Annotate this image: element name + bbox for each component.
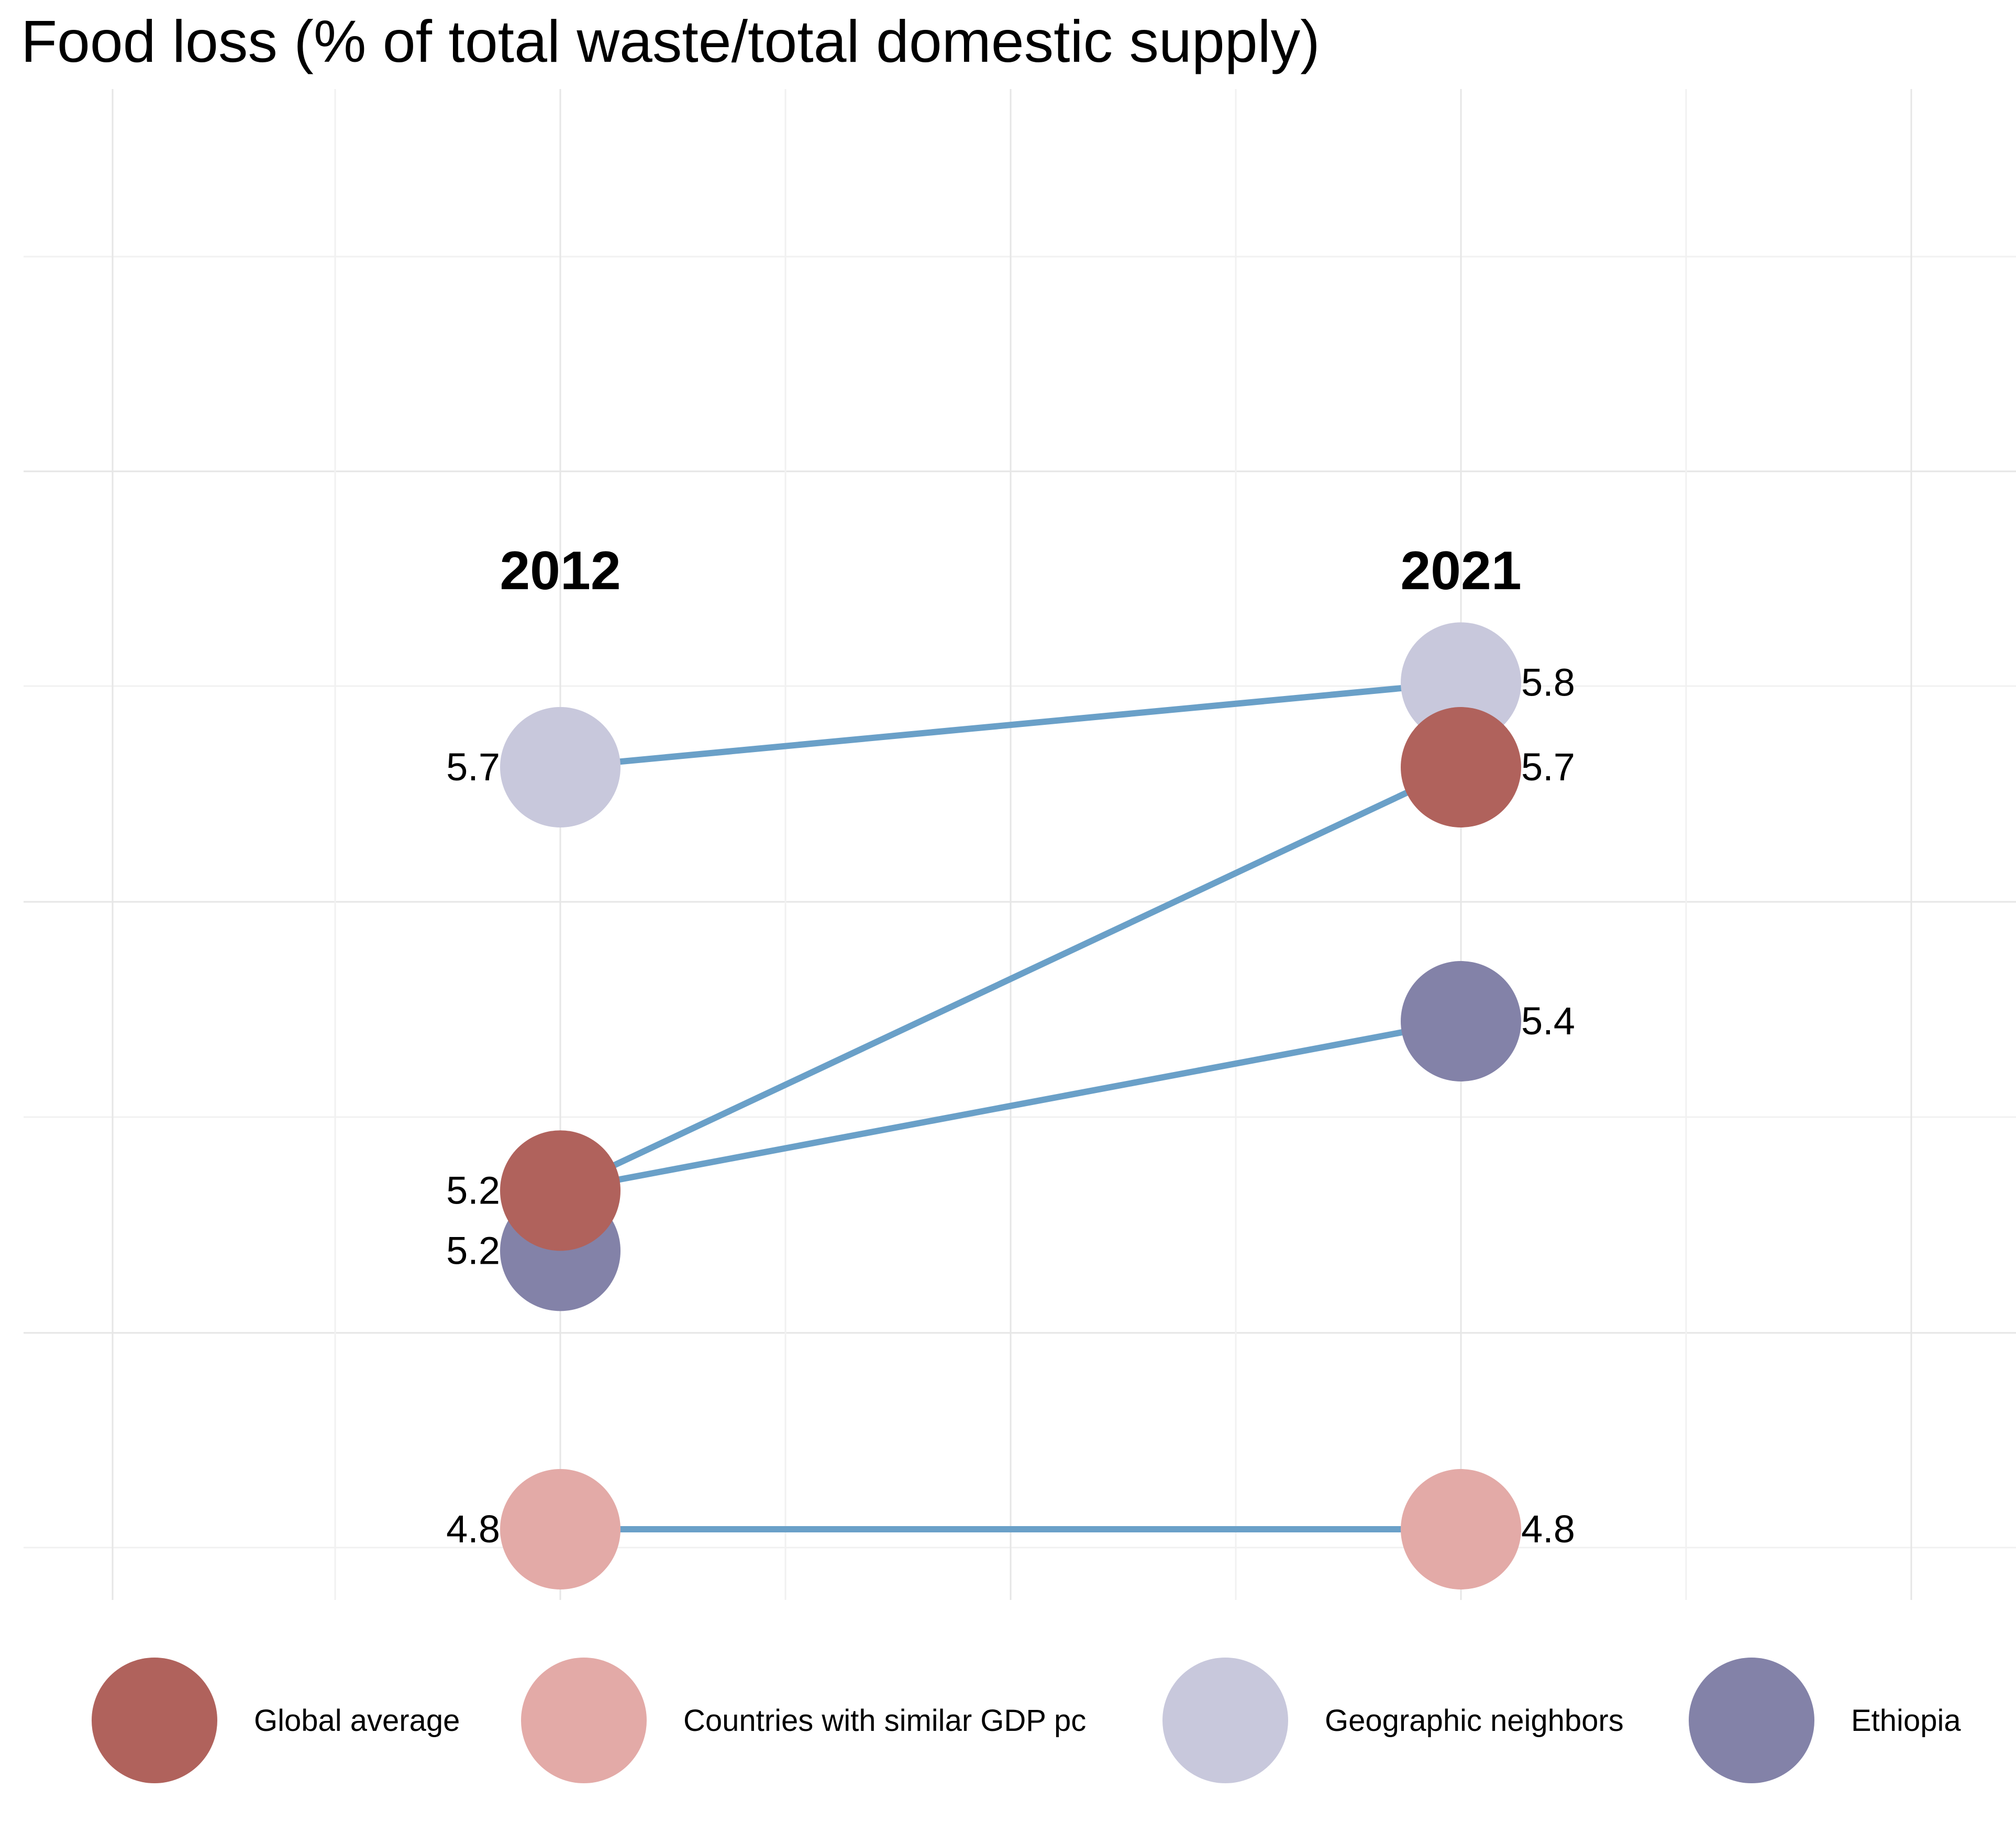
data-label: 5.4 xyxy=(1521,999,1575,1043)
legend-swatch xyxy=(92,1658,217,1783)
series-lines xyxy=(557,679,1464,1532)
data-label: 4.8 xyxy=(446,1507,500,1551)
data-label: 4.8 xyxy=(1521,1507,1575,1551)
legend-label: Geographic neighbors xyxy=(1325,1703,1624,1738)
data-points xyxy=(500,622,1521,1589)
legend-item: Global average xyxy=(92,1655,460,1786)
data-label: 5.8 xyxy=(1521,660,1575,704)
legend-label: Global average xyxy=(254,1703,460,1738)
data-point xyxy=(1401,707,1521,827)
data-point xyxy=(1401,1469,1521,1589)
data-label: 5.7 xyxy=(1521,745,1575,789)
series-line xyxy=(557,679,1464,770)
series-line xyxy=(557,764,1464,1194)
data-label: 5.2 xyxy=(446,1229,500,1272)
data-point xyxy=(1401,961,1521,1081)
legend-label: Ethiopia xyxy=(1851,1703,1961,1738)
series-line xyxy=(557,1018,1464,1194)
chart-title: Food loss (% of total waste/total domest… xyxy=(21,8,1320,74)
data-point xyxy=(500,707,621,827)
data-point xyxy=(1401,622,1521,743)
legend-label: Countries with similar GDP pc xyxy=(683,1703,1087,1738)
year-labels: 2012 2021 xyxy=(500,540,1521,601)
gridlines xyxy=(24,89,2016,1600)
legend-swatch xyxy=(1162,1658,1288,1783)
data-labels: 5.2 5.7 4.8 4.8 5.7 5.8 5.2 5.4 xyxy=(446,660,1575,1551)
legend-swatch xyxy=(521,1658,647,1783)
legend-item: Geographic neighbors xyxy=(1162,1655,1624,1786)
legend: Global average Countries with similar GDP… xyxy=(0,1655,2016,1791)
legend-item: Countries with similar GDP pc xyxy=(521,1655,1086,1786)
legend-item: Ethiopia xyxy=(1689,1655,1961,1786)
year-label: 2021 xyxy=(1400,540,1521,601)
data-point xyxy=(500,1130,621,1251)
data-point xyxy=(500,1469,621,1589)
legend-swatch xyxy=(1689,1658,1814,1783)
data-label: 5.2 xyxy=(446,1168,500,1212)
data-label: 5.7 xyxy=(446,745,500,789)
year-label: 2012 xyxy=(500,540,621,601)
